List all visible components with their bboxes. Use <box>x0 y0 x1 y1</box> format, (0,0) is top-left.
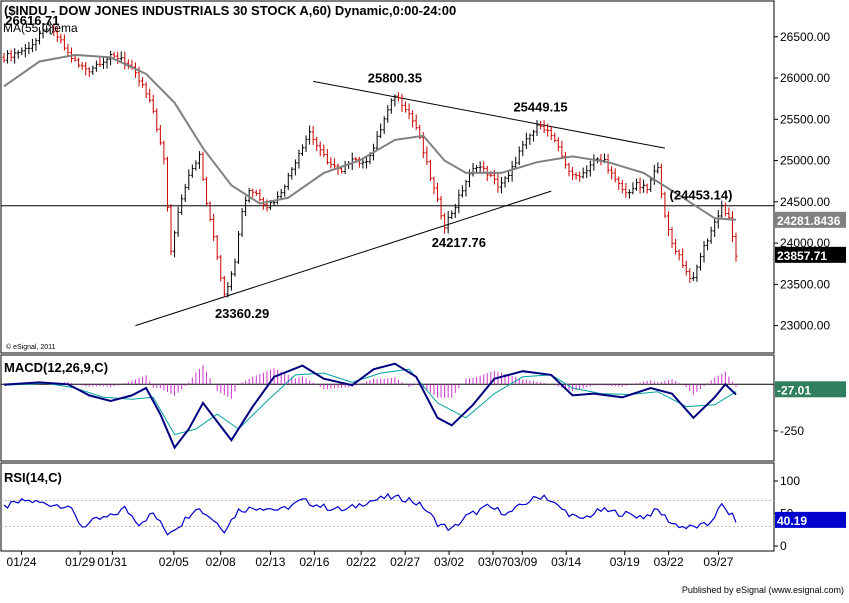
price-tick-label: 24000.00 <box>780 236 830 250</box>
last-price-flag-box <box>775 246 846 263</box>
price-annotation: (24453.14) <box>670 188 733 203</box>
price-annotation: 23360.29 <box>215 306 269 321</box>
copyright-label: © eSignal, 2011 <box>6 343 56 351</box>
ma-value-flag-box <box>775 211 846 228</box>
price-series <box>1 21 774 327</box>
price-panel[interactable] <box>0 0 775 354</box>
rsi-title: RSI(14,C) <box>4 470 62 485</box>
x-tick-label: 01/31 <box>97 555 127 569</box>
x-tick-label: 02/08 <box>206 555 236 569</box>
macd-signal-line <box>3 368 737 436</box>
macd-value-flag: -27.01 <box>777 383 811 397</box>
macd-series <box>1 362 774 450</box>
x-tick-label: 02/13 <box>255 555 285 569</box>
x-tick-label: 03/07 <box>478 555 508 569</box>
last-price-flag: 23857.71 <box>777 249 827 263</box>
axis-labels: 23000.00 23500.00 24000.00 24500.00 25000.00… <box>7 30 831 569</box>
publisher-label: Published by eSignal (www.esignal.com) <box>682 585 844 595</box>
macd-title: MACD(12,26,9,C) <box>4 360 108 375</box>
x-tick-label: 01/29 <box>65 555 95 569</box>
price-annotation: 24217.76 <box>432 235 486 250</box>
macd-value-flag-box <box>775 381 846 398</box>
ma-value-flag: 24281.8436 <box>777 214 841 228</box>
price-tick-label: 25500.00 <box>780 112 830 126</box>
price-tick-label: 23000.00 <box>780 319 830 333</box>
price-annotation: 26616.71 <box>5 13 59 28</box>
rsi-value-flag: 40.19 <box>777 514 807 528</box>
ma-legend: MA(55,C)ema <box>3 21 78 35</box>
macd-line <box>3 362 737 450</box>
ma-line <box>3 53 737 221</box>
x-tick-label: 03/09 <box>507 555 537 569</box>
x-tick-label: 03/22 <box>654 555 684 569</box>
trendline-2 <box>135 190 552 327</box>
x-tick-label: 03/19 <box>610 555 640 569</box>
rsi-series <box>1 492 774 536</box>
x-tick-label: 02/27 <box>390 555 420 569</box>
annotations: 26616.71 25800.35 25449.15 (24453.14) 24217.… <box>4 13 846 528</box>
price-annotation: 25800.35 <box>368 71 422 86</box>
price-annotation: 25449.15 <box>513 99 567 114</box>
x-tick-label: 02/22 <box>346 555 376 569</box>
rsi-line <box>3 492 737 536</box>
price-tick-label: 26500.00 <box>780 30 830 44</box>
rsi-tick-label: 100 <box>780 474 800 488</box>
price-tick-label: 25000.00 <box>780 154 830 168</box>
x-tick-label: 03/14 <box>551 555 581 569</box>
price-tick-label: 26000.00 <box>780 71 830 85</box>
trendline-1 <box>313 80 666 149</box>
macd-tick-label: -250 <box>780 424 804 438</box>
rsi-tick-label: 0 <box>780 539 787 553</box>
price-tick-label: 23500.00 <box>780 277 830 291</box>
x-tick-label: 03/27 <box>703 555 733 569</box>
chart-title: ($INDU - DOW JONES INDUSTRIALS 30 STOCK … <box>4 3 456 18</box>
x-tick-label: 02/16 <box>299 555 329 569</box>
x-tick-label: 02/05 <box>159 555 189 569</box>
x-tick-label: 01/24 <box>7 555 37 569</box>
macd-panel[interactable] <box>0 354 775 462</box>
price-tick-label: 24500.00 <box>780 195 830 209</box>
x-tick-label: 03/02 <box>434 555 464 569</box>
rsi-value-flag-box <box>775 511 846 528</box>
